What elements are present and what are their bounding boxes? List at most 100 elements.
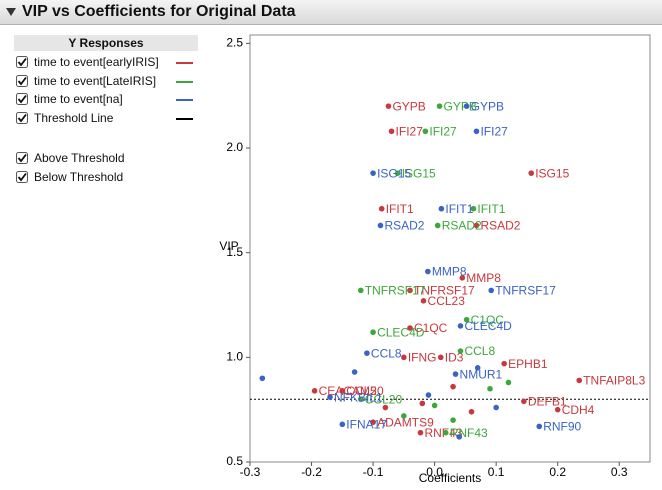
y-tick-label: 2.5 xyxy=(226,36,243,50)
point-label: MMP8 xyxy=(466,271,501,285)
point-label: CCL23 xyxy=(428,294,466,308)
point xyxy=(311,388,318,394)
point xyxy=(456,434,463,440)
option-row: Below Threshold xyxy=(14,168,125,187)
point-label: GYPB xyxy=(392,99,425,113)
point xyxy=(436,103,443,109)
point-label: TNFRSF17 xyxy=(414,284,475,298)
point xyxy=(487,385,493,392)
point xyxy=(351,369,358,375)
point xyxy=(370,329,376,336)
point xyxy=(364,350,370,356)
option-row: Above Threshold xyxy=(14,149,125,168)
point xyxy=(388,128,395,135)
point-label: DEFB1 xyxy=(528,394,567,408)
point-label: CLEC4D xyxy=(464,319,512,333)
option-label: Below Threshold xyxy=(34,169,124,184)
legend-row: Threshold Line xyxy=(14,109,198,128)
point xyxy=(474,365,481,371)
point xyxy=(431,402,438,409)
point xyxy=(425,392,432,398)
legend-swatch xyxy=(176,117,193,120)
point xyxy=(536,423,543,430)
x-tick-label: -0.1 xyxy=(363,465,384,479)
checkbox[interactable] xyxy=(16,111,28,124)
point xyxy=(438,205,445,212)
title: VIP vs Coefficients for Original Data xyxy=(22,3,296,20)
point xyxy=(382,404,389,411)
point-label: ISG15 xyxy=(402,166,436,180)
point xyxy=(401,354,407,361)
point xyxy=(442,429,449,436)
legend-swatch xyxy=(176,99,193,101)
point xyxy=(407,325,413,331)
legend-swatch xyxy=(176,62,193,64)
point-label: MMP8 xyxy=(432,265,467,279)
point xyxy=(385,103,392,109)
point-label: IFI27 xyxy=(429,124,457,138)
point xyxy=(420,298,427,304)
point-label: ADAMTS9 xyxy=(377,415,434,429)
point xyxy=(407,287,413,294)
point xyxy=(357,287,364,294)
checkbox[interactable] xyxy=(16,56,28,68)
legend-row: time to event[earlyIRIS] xyxy=(14,53,198,72)
point-label: ID3 xyxy=(445,351,464,365)
legend-row: time to event[LateIRIS] xyxy=(14,72,198,91)
point xyxy=(576,377,583,384)
point xyxy=(457,348,464,354)
point xyxy=(493,404,499,411)
point-label: CCL20 xyxy=(365,392,403,406)
legend-row: time to event[na] xyxy=(14,90,198,109)
point xyxy=(370,419,376,426)
point xyxy=(259,375,266,382)
point xyxy=(452,371,459,377)
legend-label: time to event[earlyIRIS] xyxy=(34,55,159,69)
point-label: TNFAIP8L3 xyxy=(583,374,645,388)
point-label: RNF90 xyxy=(543,420,581,434)
point-label: CEACAM5 xyxy=(319,384,377,398)
x-tick-label: 0.3 xyxy=(611,465,628,479)
point-label: NFKBIL1 xyxy=(334,390,383,404)
disclosure-icon[interactable] xyxy=(5,6,19,20)
legend: Y Responses time to event[earlyIRIS] time… xyxy=(14,35,198,127)
x-tick-label: -0.3 xyxy=(240,465,261,479)
point-label: C1QC xyxy=(471,313,505,327)
point-label: CCL20 xyxy=(346,384,384,398)
x-tick-label: 0.2 xyxy=(549,465,566,479)
point-label: TNFRSF17 xyxy=(495,284,556,298)
point-label: ISG15 xyxy=(377,166,411,180)
point xyxy=(357,396,364,403)
point xyxy=(327,394,333,400)
y-tick-label: 0.5 xyxy=(226,454,243,468)
point-label: RSAD2 xyxy=(442,219,482,233)
point xyxy=(501,360,507,367)
option-label: Above Threshold xyxy=(34,151,125,165)
point-label: RSAD2 xyxy=(384,219,424,233)
point xyxy=(473,222,480,229)
point xyxy=(473,128,480,135)
legend-swatch xyxy=(176,80,193,83)
point-label: TNFRSF17 xyxy=(365,284,426,298)
point xyxy=(505,379,512,386)
point xyxy=(470,205,477,212)
y-tick-label: 1.5 xyxy=(226,245,243,259)
point xyxy=(339,421,346,428)
point-label: CCL8 xyxy=(371,346,402,360)
point-label: EPHB1 xyxy=(508,357,548,371)
x-tick-label: 0.1 xyxy=(488,465,505,479)
checkbox[interactable] xyxy=(16,93,28,105)
point xyxy=(434,222,441,229)
checkbox[interactable] xyxy=(16,74,28,87)
point xyxy=(521,398,527,405)
point xyxy=(463,316,470,323)
point-label: IFIT1 xyxy=(445,202,473,216)
checkbox[interactable] xyxy=(16,170,28,183)
point-label: GYPB xyxy=(444,99,477,113)
checkbox[interactable] xyxy=(16,152,28,164)
point-label: CDH4 xyxy=(562,403,595,417)
point xyxy=(419,400,426,407)
point xyxy=(339,388,346,394)
point xyxy=(425,268,431,275)
